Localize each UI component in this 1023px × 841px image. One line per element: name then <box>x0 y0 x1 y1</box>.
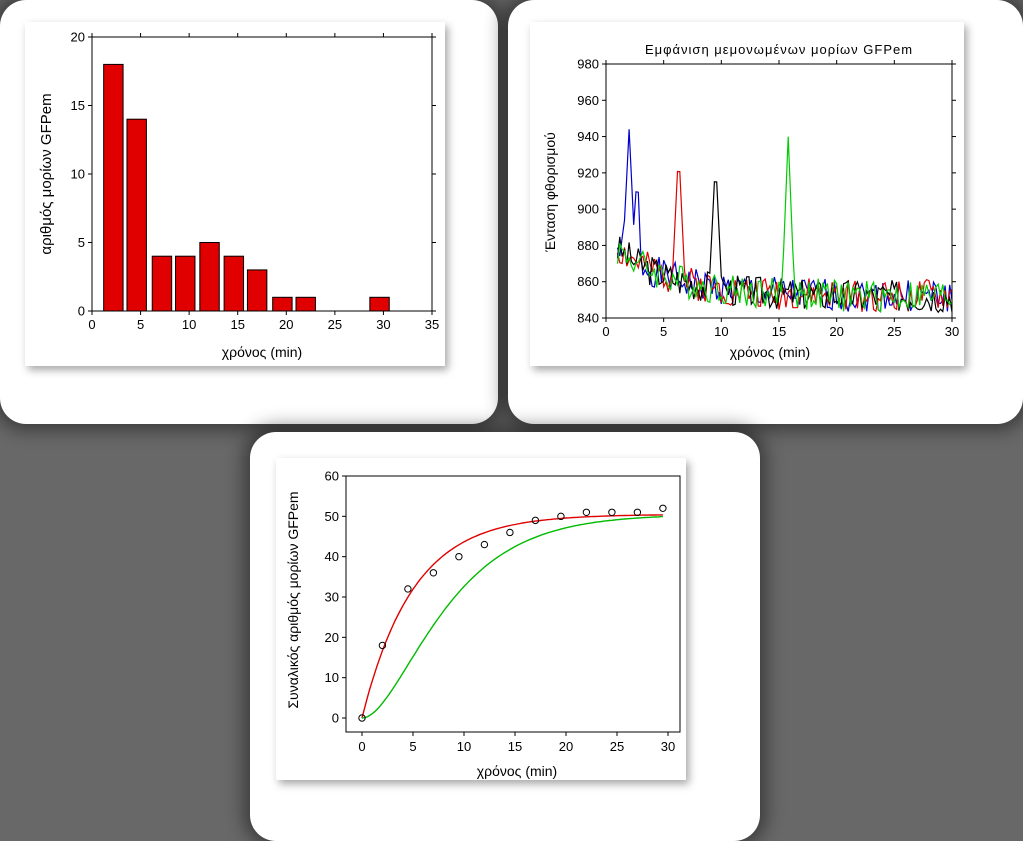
trace-line <box>616 170 953 313</box>
cumulative-point <box>480 540 489 549</box>
cumulative-x-tick-label: 20 <box>559 739 573 754</box>
cumulative-point <box>455 552 463 561</box>
cumulative-point <box>506 528 514 537</box>
traces-y-tick-label: 940 <box>577 129 599 144</box>
histogram-bar <box>246 269 268 312</box>
histogram-chart: 0 5 10 15 20 25 30 35 0 5 10 15 20 χρόνος (min) αριθ… <box>38 30 439 361</box>
cumulative-x-label: χρόνος (min) <box>477 763 557 779</box>
histogram-bar <box>151 255 173 312</box>
traces-y-tick-label: 860 <box>577 274 599 289</box>
histogram-y-tick-label: 15 <box>71 98 85 113</box>
cumulative-y-tick-label: 20 <box>325 630 339 645</box>
histogram-x-label: χρόνος (min) <box>222 344 302 360</box>
histogram-y-tick-label: 5 <box>78 235 85 250</box>
histogram-y-tick-label: 10 <box>71 167 85 182</box>
traces-x-tick-label: 5 <box>660 324 667 339</box>
cumulative-point <box>531 516 540 525</box>
cumulative-x-tick-label: 25 <box>610 739 624 754</box>
cumulative-points <box>358 504 667 722</box>
cumulative-point <box>582 508 591 516</box>
cumulative-y-tick-label: 40 <box>325 549 339 564</box>
cumulative-point <box>358 714 366 722</box>
cumulative-x-tick-label: 5 <box>409 739 416 754</box>
cumulative-x-tick-label: 15 <box>508 739 522 754</box>
traces-y-tick-label: 900 <box>577 202 599 217</box>
histogram-bars <box>103 63 390 312</box>
histogram-bar <box>272 296 293 312</box>
cumulative-fit-line <box>361 514 663 719</box>
histogram-y-tick-label: 20 <box>71 30 85 45</box>
histogram-bar <box>369 296 390 312</box>
histogram-bar <box>199 242 220 312</box>
histogram-x-tick-label: 20 <box>279 317 293 332</box>
cumulative-y-tick-label: 60 <box>325 469 339 484</box>
traces-x-tick-label: 30 <box>945 324 959 339</box>
histogram-x-tick-label: 35 <box>425 317 439 332</box>
cumulative-x-tick-label: 10 <box>457 739 471 754</box>
histogram-bar <box>103 63 124 312</box>
histogram-bar <box>223 255 245 312</box>
traces-x-tick-label: 15 <box>772 324 786 339</box>
histogram-ticks: 0 5 10 15 20 25 30 35 0 5 10 15 20 <box>71 30 440 333</box>
trace-line <box>616 181 953 314</box>
cumulative-fit-line <box>361 515 663 719</box>
traces-y-tick-label: 960 <box>577 93 599 108</box>
traces-y-tick-label: 840 <box>577 311 599 326</box>
cumulative-ticks: 0 5 10 15 20 25 30 0 10 20 30 40 50 60 <box>325 469 676 755</box>
traces-y-tick-label: 880 <box>577 238 599 253</box>
trace-line <box>616 136 953 313</box>
histogram-y-tick-label: 0 <box>78 304 85 319</box>
histogram-bar <box>126 118 147 312</box>
traces-y-tick-label: 980 <box>577 57 599 72</box>
traces-y-label: Ένταση φθορισμού <box>542 132 558 253</box>
traces-x-label: χρόνος (min) <box>730 344 810 360</box>
histogram-x-tick-label: 25 <box>328 317 342 332</box>
traces-x-tick-label: 0 <box>602 324 609 339</box>
cumulative-point <box>608 508 616 516</box>
cumulative-y-tick-label: 50 <box>325 509 339 524</box>
cumulative-point <box>659 504 667 512</box>
cumulative-y-tick-label: 10 <box>325 670 339 685</box>
traces-y-tick-label: 920 <box>577 165 599 180</box>
cumulative-x-tick-label: 0 <box>358 739 365 754</box>
traces-x-tick-label: 10 <box>714 324 728 339</box>
histogram-x-tick-label: 30 <box>376 317 390 332</box>
histogram-y-label: αριθμός μορίων GFPem <box>38 93 55 254</box>
cumulative-plot-frame <box>345 475 681 733</box>
traces-lines <box>616 129 953 314</box>
histogram-x-tick-label: 10 <box>182 317 196 332</box>
cumulative-point <box>429 569 438 577</box>
histogram-x-tick-label: 15 <box>230 317 244 332</box>
traces-x-tick-label: 20 <box>829 324 843 339</box>
cumulative-chart: 0 5 10 15 20 25 30 0 10 20 30 40 50 60 χρόνος (min) Σ… <box>285 469 681 779</box>
traces-chart: 0 5 10 15 20 25 30 840 860 880 900 920 940 960 980 Εμφ… <box>542 42 959 360</box>
cumulative-point <box>557 512 565 521</box>
cumulative-fit-lines <box>361 514 663 719</box>
panel-cumulative <box>276 458 686 780</box>
cumulative-y-tick-label: 30 <box>325 590 339 605</box>
traces-x-tick-label: 25 <box>887 324 901 339</box>
cumulative-y-tick-label: 0 <box>332 711 339 726</box>
traces-ticks: 0 5 10 15 20 25 30 840 860 880 900 920 940 960 980 <box>577 57 959 340</box>
histogram-x-tick-label: 5 <box>137 317 144 332</box>
histogram-bar <box>175 255 196 312</box>
cumulative-point <box>633 508 642 516</box>
traces-title: Εμφάνιση μεμονωμένων μορίων GFPem <box>645 42 913 57</box>
cumulative-point <box>378 641 387 650</box>
panel-traces <box>530 22 964 366</box>
histogram-x-tick-label: 0 <box>88 317 95 332</box>
cumulative-y-label: Συναλικός αριθμός μορίων GFPem <box>285 491 301 708</box>
cumulative-point <box>404 585 412 593</box>
histogram-bar <box>295 296 316 312</box>
cumulative-x-tick-label: 30 <box>661 739 675 754</box>
